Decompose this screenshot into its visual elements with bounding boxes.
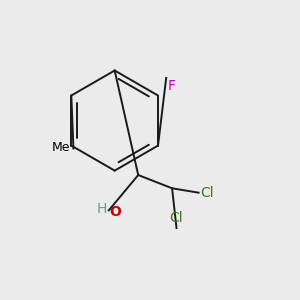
Text: H: H <box>97 202 107 216</box>
Text: O: O <box>110 205 122 219</box>
Text: F: F <box>168 79 176 93</box>
Text: Cl: Cl <box>200 186 214 200</box>
Text: Cl: Cl <box>170 211 183 225</box>
Text: Me: Me <box>52 141 70 154</box>
